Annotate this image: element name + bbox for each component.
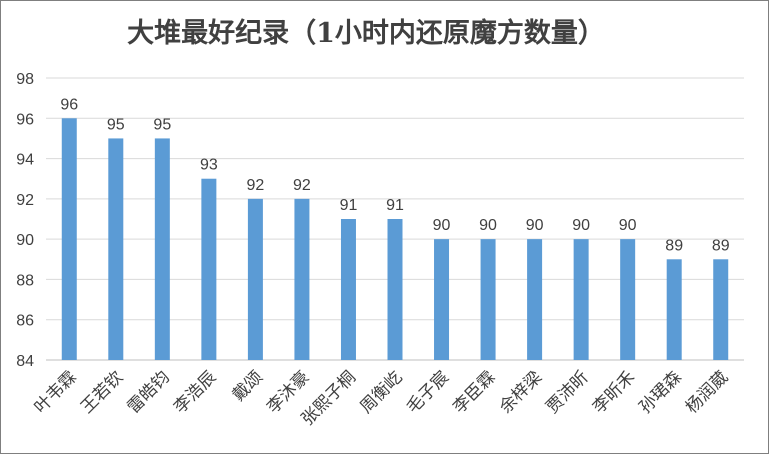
y-tick-label: 84 — [16, 353, 34, 370]
data-label: 95 — [107, 116, 125, 133]
data-label: 91 — [386, 197, 404, 214]
bar — [387, 219, 403, 360]
bar — [620, 239, 636, 360]
x-tick-label: 余梓梁 — [496, 367, 546, 417]
data-label: 91 — [340, 197, 358, 214]
x-tick-label: 雷皓钧 — [124, 367, 174, 417]
x-tick-label: 贾沛昕 — [542, 367, 592, 417]
x-tick-label: 李臣霖 — [449, 367, 499, 417]
bars — [61, 118, 729, 361]
x-tick-label: 李浩辰 — [170, 367, 220, 417]
y-tick-label: 90 — [16, 232, 34, 249]
bar — [247, 198, 263, 360]
x-tick-label: 叶韦霖 — [31, 367, 81, 417]
bar — [154, 138, 170, 360]
data-label: 90 — [572, 217, 590, 234]
bar — [666, 259, 682, 360]
data-label: 90 — [433, 217, 451, 234]
y-tick-label: 96 — [16, 111, 34, 128]
bar — [294, 198, 310, 360]
y-tick-label: 98 — [16, 71, 34, 88]
y-tick-label: 92 — [16, 192, 34, 209]
data-label: 92 — [247, 177, 265, 194]
data-labels: 96 95 95 93 92 92 91 91 90 90 90 90 90 89 89 — [60, 96, 729, 254]
bar — [573, 239, 589, 360]
bar — [527, 239, 543, 360]
bar — [108, 138, 124, 360]
data-label: 89 — [665, 237, 683, 254]
x-tick-label: 周衡屹 — [356, 367, 406, 417]
bar — [480, 239, 496, 360]
x-tick-label: 毛子宸 — [403, 367, 453, 417]
x-tick-label: 李昕禾 — [589, 367, 639, 417]
data-label: 90 — [619, 217, 637, 234]
chart-title: 大堆最好纪录（1小时内还原魔方数量） — [127, 17, 605, 49]
bar — [340, 219, 356, 360]
data-label: 90 — [479, 217, 497, 234]
y-axis: 84 86 88 90 92 94 96 98 — [16, 71, 34, 370]
bar — [713, 259, 729, 360]
data-label: 93 — [200, 157, 218, 174]
data-label: 96 — [60, 96, 78, 113]
data-label: 92 — [293, 177, 311, 194]
data-label: 90 — [526, 217, 544, 234]
bar — [434, 239, 450, 360]
bar — [61, 118, 77, 361]
y-tick-label: 94 — [16, 152, 34, 169]
bar — [201, 178, 217, 360]
x-tick-label: 杨润葳 — [682, 367, 732, 417]
data-label: 89 — [712, 237, 730, 254]
x-tick-label: 孙珺森 — [636, 367, 686, 417]
data-label: 95 — [153, 116, 171, 133]
y-tick-label: 88 — [16, 272, 34, 289]
x-tick-label: 戴颂 — [229, 367, 267, 405]
y-tick-label: 86 — [16, 313, 34, 330]
x-tick-label: 王若钦 — [77, 367, 127, 417]
